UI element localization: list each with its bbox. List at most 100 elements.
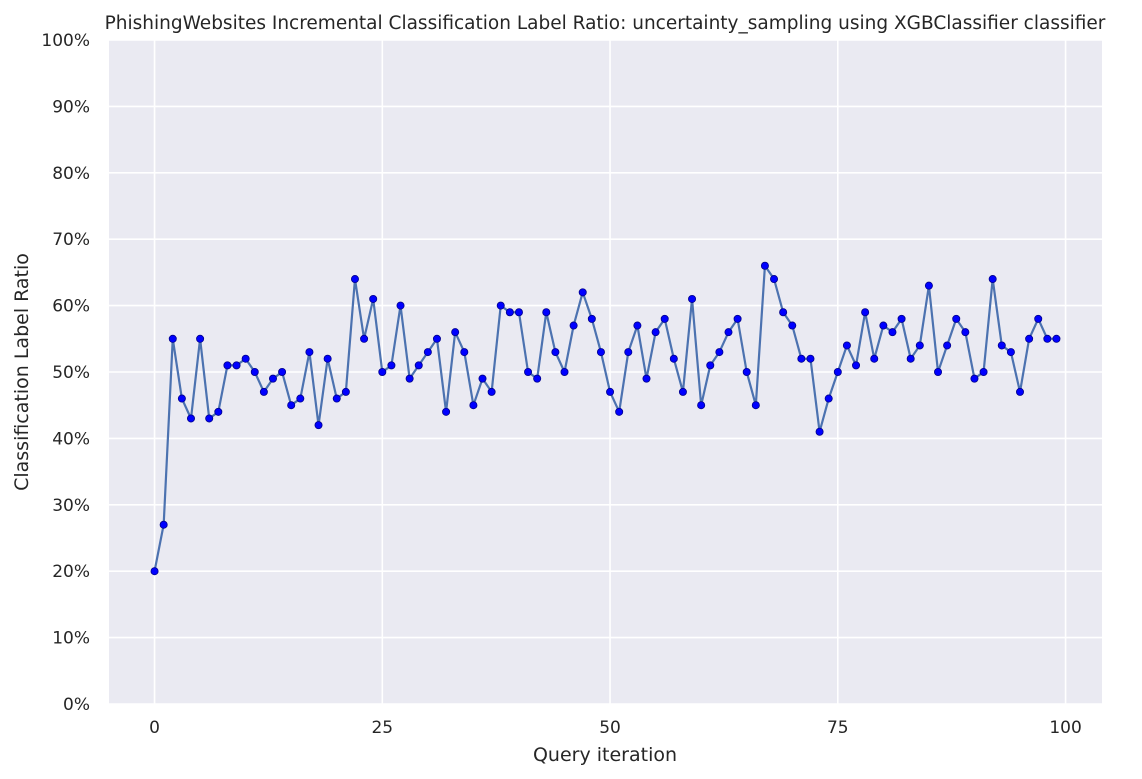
data-point [505, 308, 514, 317]
data-point [897, 314, 906, 323]
data-point [587, 314, 596, 323]
data-point [888, 328, 897, 337]
data-point [870, 354, 879, 363]
data-point [542, 308, 551, 317]
data-point [651, 328, 660, 337]
data-point [578, 288, 587, 297]
y-tick-label: 90% [52, 97, 90, 117]
data-point [196, 334, 205, 343]
data-point [988, 275, 997, 284]
data-point [852, 361, 861, 370]
data-point [961, 328, 970, 337]
data-point [733, 314, 742, 323]
data-point [278, 367, 287, 376]
data-point [1025, 334, 1034, 343]
x-tick-label: 75 [827, 718, 849, 738]
y-tick-label: 80% [52, 164, 90, 184]
y-tick-label: 0% [63, 695, 90, 715]
data-point [323, 354, 332, 363]
data-point [186, 414, 195, 423]
x-tick-label: 0 [149, 718, 160, 738]
data-point [250, 367, 259, 376]
data-point [241, 354, 250, 363]
data-point [314, 421, 323, 430]
y-tick-label: 50% [52, 363, 90, 383]
data-point [378, 367, 387, 376]
y-tick-label: 60% [52, 297, 90, 317]
data-point [150, 567, 159, 576]
x-tick-label: 25 [371, 718, 393, 738]
data-point [1006, 348, 1015, 357]
data-point [970, 374, 979, 383]
data-point [1016, 387, 1025, 396]
data-point [788, 321, 797, 330]
data-point [177, 394, 186, 403]
data-point [259, 387, 268, 396]
data-point [159, 520, 168, 529]
data-point [369, 294, 378, 303]
x-tick-label: 50 [599, 718, 621, 738]
data-point [779, 308, 788, 317]
data-point [268, 374, 277, 383]
y-axis-label: Classification Label Ratio [11, 253, 33, 491]
data-point [797, 354, 806, 363]
data-point [487, 387, 496, 396]
y-tick-label: 40% [52, 429, 90, 449]
data-point [478, 374, 487, 383]
data-point [387, 361, 396, 370]
data-point [460, 348, 469, 357]
data-point [341, 387, 350, 396]
data-point [770, 275, 779, 284]
x-axis-ticks: 0 25 50 75 100 [149, 718, 1082, 738]
data-point [824, 394, 833, 403]
data-point [360, 334, 369, 343]
data-point [934, 367, 943, 376]
chart-title: PhishingWebsites Incremental Classificat… [105, 13, 1106, 34]
data-point [496, 301, 505, 310]
data-point [432, 334, 441, 343]
data-point [1043, 334, 1052, 343]
data-point [952, 314, 961, 323]
data-point [615, 407, 624, 416]
data-point [943, 341, 952, 350]
y-tick-label: 100% [41, 31, 90, 51]
data-point [223, 361, 232, 370]
data-point [296, 394, 305, 403]
data-point [350, 275, 359, 284]
series-line [153, 264, 1057, 572]
data-point [560, 367, 569, 376]
y-tick-label: 10% [52, 629, 90, 649]
data-point [751, 401, 760, 410]
data-point [305, 348, 314, 357]
y-tick-label: 20% [52, 562, 90, 582]
data-point [214, 407, 223, 416]
data-point [414, 361, 423, 370]
data-point [879, 321, 888, 330]
series-line-layer [153, 264, 1057, 572]
data-point [405, 374, 414, 383]
data-point [715, 348, 724, 357]
data-point [332, 394, 341, 403]
data-point [1034, 314, 1043, 323]
y-tick-label: 30% [52, 496, 90, 516]
data-point [760, 261, 769, 270]
data-point [569, 321, 578, 330]
data-point [524, 367, 533, 376]
data-point [606, 387, 615, 396]
data-point [287, 401, 296, 410]
data-point [396, 301, 405, 310]
data-point [742, 367, 751, 376]
y-axis-ticks: 0% 10% 20% 30% 40% 50% 60% 70% 80% 90% 100% [41, 31, 90, 715]
data-point [660, 314, 669, 323]
data-point [815, 427, 824, 436]
data-point [697, 401, 706, 410]
data-point [1052, 334, 1061, 343]
data-point [423, 348, 432, 357]
data-point [706, 361, 715, 370]
data-point [833, 367, 842, 376]
data-point [514, 308, 523, 317]
data-point [469, 401, 478, 410]
data-point [678, 387, 687, 396]
data-point [533, 374, 542, 383]
